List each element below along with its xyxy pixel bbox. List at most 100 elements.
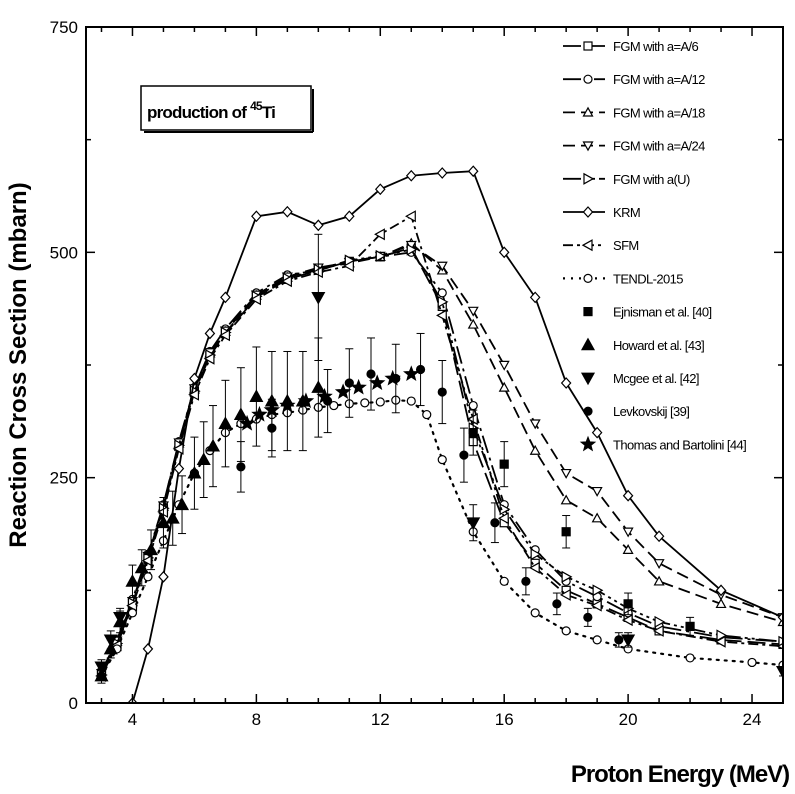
data-point	[436, 261, 448, 272]
data-point	[218, 416, 233, 429]
data-point	[375, 397, 385, 407]
data-point	[405, 169, 417, 182]
data-point	[560, 377, 572, 389]
x-tick-label: 12	[371, 710, 390, 729]
data-point	[113, 611, 128, 625]
data-point	[219, 329, 230, 342]
data-point	[422, 409, 432, 420]
data-point	[561, 570, 573, 583]
legend-marker	[580, 337, 596, 351]
data-point	[466, 517, 481, 530]
annotation-frame	[140, 85, 312, 131]
series-5	[127, 165, 783, 703]
data-point	[583, 612, 593, 622]
x-axis-title: Proton Energy (MeV)	[571, 761, 789, 788]
data-point	[233, 407, 248, 420]
data-point	[172, 442, 184, 455]
data-point	[281, 275, 292, 288]
legend-marker	[583, 74, 593, 84]
data-point	[653, 575, 665, 586]
data-point	[653, 530, 665, 543]
legend-item: KRM	[563, 205, 641, 220]
legend-marker	[582, 206, 594, 218]
data-point	[406, 396, 416, 406]
data-point	[350, 378, 367, 395]
data-point	[561, 626, 571, 636]
data-point	[406, 243, 418, 256]
data-point	[521, 576, 531, 586]
y-tick-label: 500	[50, 243, 78, 262]
data-point	[490, 518, 500, 528]
data-point	[775, 666, 783, 679]
data-point	[127, 608, 138, 618]
data-point	[528, 561, 540, 574]
legend-marker	[583, 172, 595, 185]
data-point	[156, 515, 171, 529]
data-point	[144, 542, 159, 556]
data-point	[344, 210, 355, 223]
data-point	[715, 584, 727, 597]
data-point	[652, 624, 664, 637]
legend-item: Howard et al. [43]	[580, 337, 705, 353]
data-point	[267, 423, 277, 433]
data-point	[436, 167, 448, 179]
data-point	[590, 599, 602, 612]
data-point	[158, 570, 169, 583]
annotation-prefix: production of	[147, 103, 250, 122]
data-point	[175, 497, 190, 511]
data-point	[498, 246, 510, 259]
data-point	[653, 559, 665, 570]
data-point	[591, 486, 603, 497]
x-tick-label: 24	[743, 710, 762, 729]
data-point	[559, 588, 571, 601]
data-point	[205, 438, 221, 452]
legend-marker	[583, 406, 593, 416]
data-point	[251, 210, 262, 223]
data-point	[94, 661, 109, 675]
annotation-element: Ti	[262, 103, 275, 122]
data-point	[621, 634, 636, 648]
data-point	[560, 468, 572, 479]
data-point	[499, 459, 509, 469]
data-point	[343, 259, 354, 272]
legend-item: FGM with a=A/12	[563, 72, 706, 87]
data-point	[499, 503, 511, 516]
legend-marker	[582, 106, 594, 117]
legend-label: Thomas and Bartolini [44]	[613, 437, 746, 452]
legend-label: Ejnisman et al. [40]	[613, 305, 712, 320]
legend-marker	[583, 41, 593, 51]
data-point	[94, 668, 109, 682]
data-point	[203, 352, 215, 365]
data-point	[375, 249, 387, 262]
x-tick-label: 4	[128, 710, 137, 729]
data-point	[530, 548, 542, 561]
legend-label: Levkovskij [39]	[613, 404, 689, 419]
data-point	[468, 400, 478, 411]
data-point	[560, 494, 572, 505]
data-point	[592, 584, 604, 597]
legend-label: FGM with a=A/24	[613, 139, 705, 154]
data-point	[459, 450, 469, 460]
legend-marker	[579, 435, 597, 452]
data-point	[498, 360, 510, 371]
data-point	[685, 653, 695, 663]
data-point	[437, 455, 447, 465]
data-point	[499, 576, 509, 586]
data-point	[437, 387, 447, 397]
data-point	[313, 219, 324, 232]
data-point	[279, 396, 296, 413]
legend-item: Levkovskij [39]	[583, 404, 690, 419]
data-point	[143, 572, 153, 582]
legend-marker	[580, 372, 596, 386]
data-point	[614, 635, 624, 645]
data-point	[236, 462, 246, 472]
data-point	[188, 388, 200, 401]
legend-item: FGM with a=A/6	[563, 39, 699, 54]
data-point	[282, 205, 293, 218]
data-point	[467, 165, 479, 178]
legend: FGM with a=A/6 FGM with a=A/12 FGM with a=…	[563, 39, 747, 452]
axes: 4 8 12 16 20 24 0 250 500 750	[50, 18, 784, 729]
legend-label: Mcgee et al. [42]	[613, 371, 699, 386]
y-tick-label: 750	[50, 18, 78, 37]
